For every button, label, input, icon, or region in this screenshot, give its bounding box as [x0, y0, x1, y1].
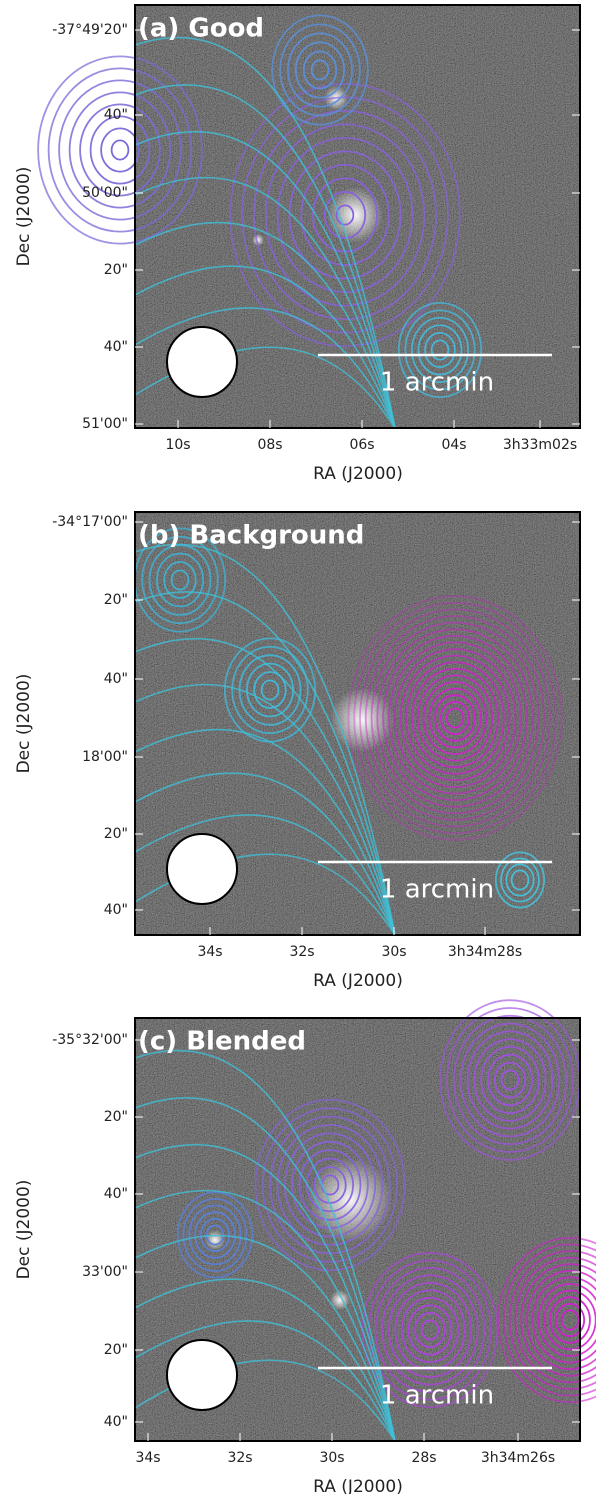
- scale-bar-label: 1 arcmin: [380, 875, 494, 905]
- x-tick-label: 30s: [381, 944, 406, 960]
- x-tick-label: 28s: [411, 1450, 436, 1466]
- x-tick-label: 32s: [289, 944, 314, 960]
- y-tick-label: 18'00": [82, 749, 128, 765]
- panel-title: (c) Blended: [138, 1027, 306, 1057]
- x-tick-label: 32s: [227, 1450, 252, 1466]
- y-tick-label: 20": [104, 1109, 128, 1125]
- scale-bar-label: 1 arcmin: [380, 368, 494, 398]
- contour: [101, 128, 139, 171]
- panel-title: (a) Good: [138, 14, 264, 44]
- y-tick-label: 40": [104, 339, 128, 355]
- x-tick-label: 34s: [135, 1450, 160, 1466]
- x-axis-label: RA (J2000): [313, 971, 403, 991]
- panel: 1 arcmin (a) Good -37°49'20" 40" 50'00" 20" 40…: [14, 5, 580, 484]
- x-tick-label: 3h34m26s: [481, 1450, 555, 1466]
- beam: [167, 834, 237, 904]
- x-axis-label: RA (J2000): [313, 464, 403, 484]
- beam: [167, 1340, 237, 1410]
- beam: [167, 327, 237, 397]
- y-tick-label: 50'00": [82, 185, 128, 201]
- contour: [112, 140, 129, 159]
- y-tick-label: 20": [104, 262, 128, 278]
- y-axis-label: Dec (J2000): [14, 674, 34, 774]
- x-tick-label: 08s: [257, 437, 282, 453]
- y-tick-label: -34°17'00": [52, 514, 128, 530]
- y-tick-label: -35°32'00": [52, 1032, 128, 1048]
- figure: 1 arcmin (a) Good -37°49'20" 40" 50'00" 20" 40…: [0, 0, 596, 1494]
- y-tick-label: 40": [104, 1414, 128, 1430]
- x-axis-label: RA (J2000): [313, 1477, 403, 1494]
- x-tick-label: 3h34m28s: [448, 944, 522, 960]
- y-tick-label: 20": [104, 1342, 128, 1358]
- x-tick-label: 04s: [441, 437, 466, 453]
- y-tick-label: 40": [104, 902, 128, 918]
- y-tick-label: 51'00": [82, 416, 128, 432]
- panel-title: (b) Background: [138, 521, 364, 551]
- y-tick-label: 40": [104, 1186, 128, 1202]
- panel: 1 arcmin (b) Background -34°17'00" 20" 40" 18…: [14, 512, 580, 991]
- y-tick-label: 40": [104, 107, 128, 123]
- y-axis-label: Dec (J2000): [14, 1180, 34, 1280]
- y-axis-label: Dec (J2000): [14, 167, 34, 267]
- x-tick-label: 3h33m02s: [503, 437, 577, 453]
- y-tick-label: 33'00": [82, 1264, 128, 1280]
- panel: 1 arcmin (c) Blended -35°32'00" 20" 40" 33'00…: [14, 1000, 596, 1494]
- y-tick-label: 20": [104, 592, 128, 608]
- x-tick-label: 10s: [165, 437, 190, 453]
- x-tick-label: 34s: [197, 944, 222, 960]
- y-tick-label: 40": [104, 671, 128, 687]
- page: 1 arcmin (a) Good -37°49'20" 40" 50'00" 20" 40…: [0, 0, 596, 1498]
- y-tick-label: -37°49'20": [52, 22, 128, 38]
- scale-bar-label: 1 arcmin: [380, 1381, 494, 1411]
- x-tick-label: 06s: [349, 437, 374, 453]
- x-tick-label: 30s: [319, 1450, 344, 1466]
- y-tick-label: 20": [104, 826, 128, 842]
